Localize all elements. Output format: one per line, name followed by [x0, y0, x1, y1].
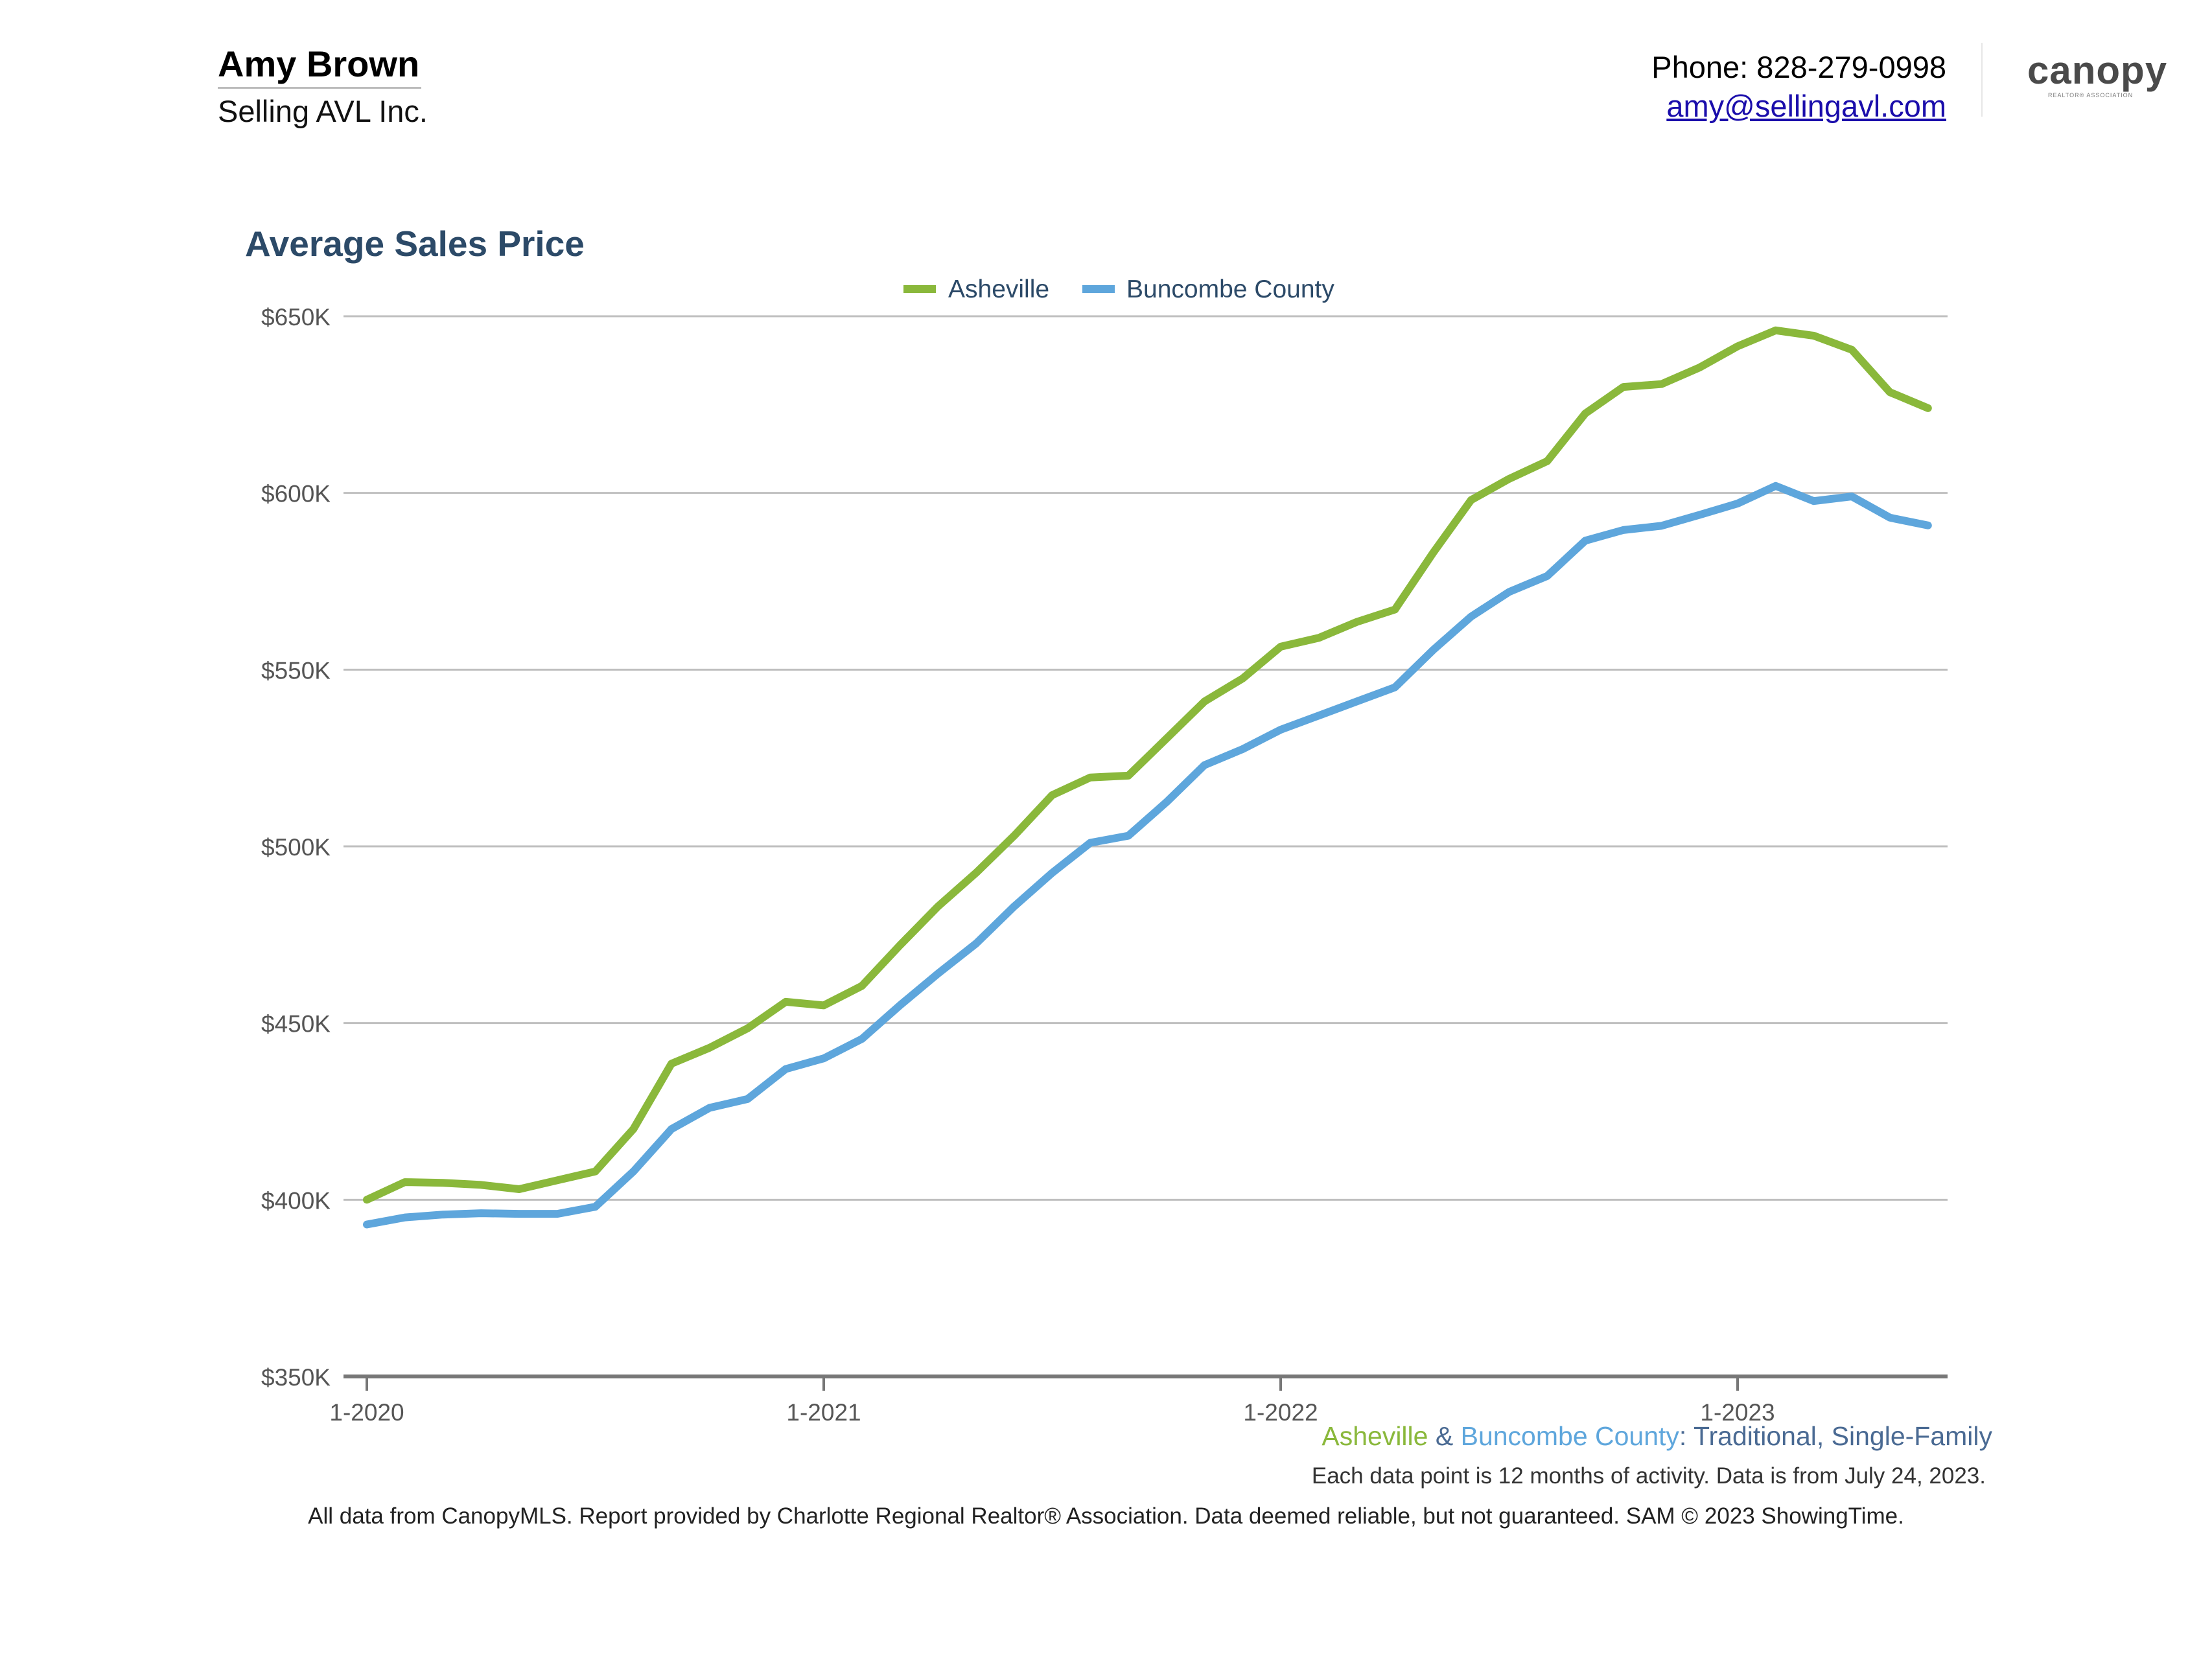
- x-tick-label: 1-2022: [1243, 1399, 1318, 1426]
- y-tick-label: $450K: [261, 1011, 331, 1038]
- agent-name: Amy Brown: [218, 43, 420, 84]
- footer-amp: &: [1428, 1421, 1461, 1451]
- y-tick-label: $500K: [261, 834, 331, 861]
- series-lines: [363, 326, 1932, 1229]
- y-tick-label: $650K: [261, 304, 331, 331]
- canopy-logo: canopy REALTOR® ASSOCIATION: [2027, 49, 2168, 109]
- x-tick-label: 1-2020: [329, 1399, 404, 1426]
- report-disclaimer: All data from CanopyMLS. Report provided…: [308, 1503, 1904, 1529]
- legend: Asheville Buncombe County: [903, 275, 1334, 303]
- contact-email-link[interactable]: amy@sellingavl.com: [1666, 89, 1946, 123]
- canopy-logo-subtext: REALTOR® ASSOCIATION: [2048, 92, 2134, 99]
- contact-block: Phone: 828-279-0998 amy@sellingavl.com: [1651, 48, 1946, 126]
- footer-filter: : Traditional, Single-Family: [1679, 1421, 1992, 1451]
- legend-label-asheville: Asheville: [948, 275, 1049, 303]
- x-tick-label: 1-2021: [786, 1399, 861, 1426]
- contact-phone: Phone: 828-279-0998: [1651, 50, 1946, 84]
- header-divider: [1981, 43, 1983, 117]
- canopy-logo-wordmark: canopy: [2027, 49, 2168, 92]
- legend-label-buncombe-county: Buncombe County: [1126, 275, 1334, 303]
- grid-lines: [343, 315, 1948, 1201]
- y-tick-label: $600K: [261, 481, 331, 507]
- y-tick-label: $400K: [261, 1187, 331, 1214]
- chart-data-note: Each data point is 12 months of activity…: [1311, 1463, 1986, 1489]
- agent-company: Selling AVL Inc.: [218, 94, 428, 128]
- footer-series-buncombe: Buncombe County: [1460, 1421, 1679, 1451]
- series-line-asheville: [363, 326, 1932, 1204]
- axes: $350K $400K $450K $500K $550K $600K $650K 1-202…: [261, 304, 1948, 1426]
- x-tick-label: 1-2023: [1700, 1399, 1775, 1426]
- agent-name-divider: [218, 87, 421, 89]
- footer-series-asheville: Asheville: [1321, 1421, 1428, 1451]
- series-line-buncombe-county: [363, 481, 1932, 1229]
- chart-footer-series: Asheville & Buncombe County: Traditional…: [1321, 1421, 1992, 1452]
- chart-title: Average Sales Price: [245, 224, 585, 264]
- y-tick-label: $550K: [261, 657, 331, 684]
- y-tick-label: $350K: [261, 1364, 331, 1391]
